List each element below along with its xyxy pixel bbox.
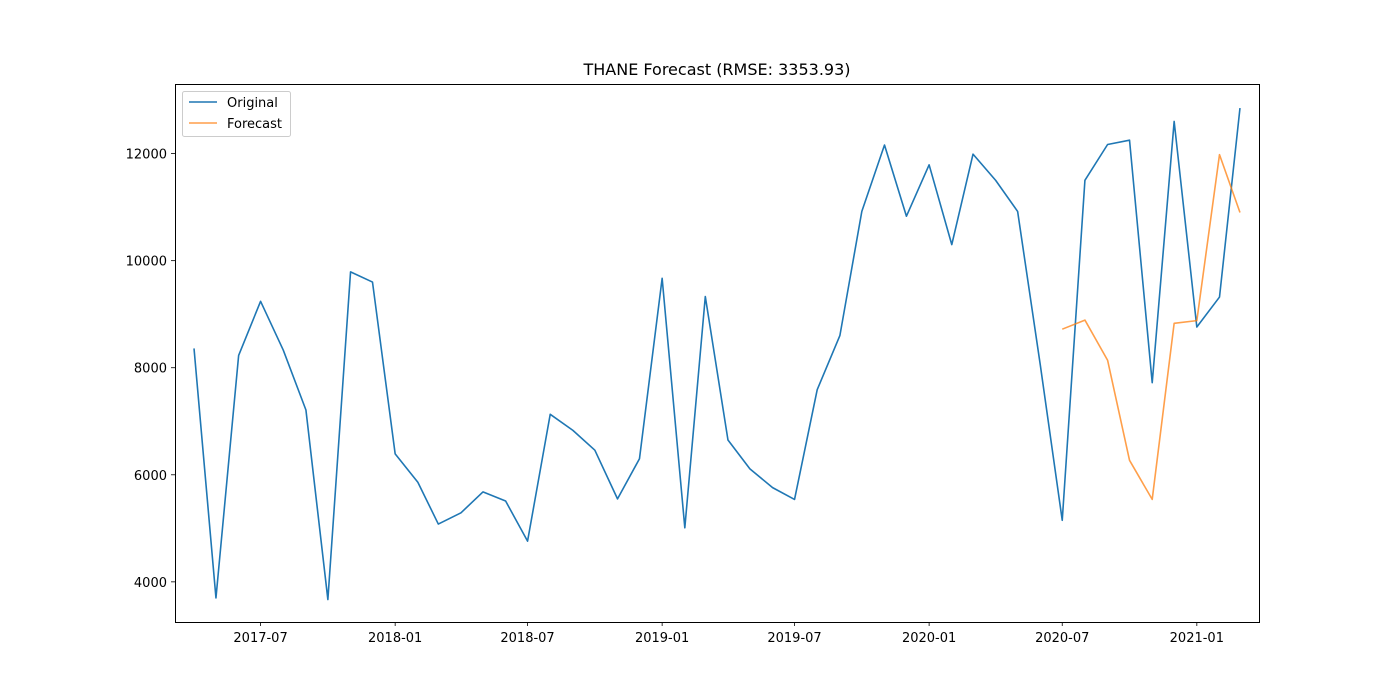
x-axis: 2017-07 2018-01 2018-07 2019-01 2019-07 2020-… — [233, 622, 1224, 646]
legend-label-forecast: Forecast — [227, 117, 282, 132]
plot-frame — [175, 84, 1260, 623]
x-tick-label: 2021-01 — [1170, 631, 1224, 646]
chart-title: THANE Forecast (RMSE: 3353.93) — [582, 60, 850, 79]
x-tick-label: 2020-07 — [1035, 631, 1089, 646]
series-line-forecast — [1061, 153, 1241, 501]
y-axis: 4000 6000 8000 10000 12000 — [126, 148, 175, 591]
plot-series — [193, 108, 1241, 601]
y-tick-label: 10000 — [126, 255, 167, 270]
y-tick-label: 6000 — [134, 469, 167, 484]
y-tick-label: 12000 — [126, 148, 167, 163]
series-line-original — [193, 108, 1241, 601]
x-tick-label: 2018-01 — [368, 631, 422, 646]
x-tick-label: 2020-01 — [902, 631, 956, 646]
x-tick-label: 2019-07 — [767, 631, 821, 646]
x-tick-label: 2017-07 — [233, 631, 287, 646]
y-tick-label: 4000 — [134, 576, 167, 591]
legend-label-original: Original — [227, 96, 278, 111]
x-tick-label: 2019-01 — [635, 631, 689, 646]
y-tick-label: 8000 — [134, 362, 167, 377]
legend: Original Forecast — [182, 91, 291, 137]
x-tick-label: 2018-07 — [500, 631, 554, 646]
